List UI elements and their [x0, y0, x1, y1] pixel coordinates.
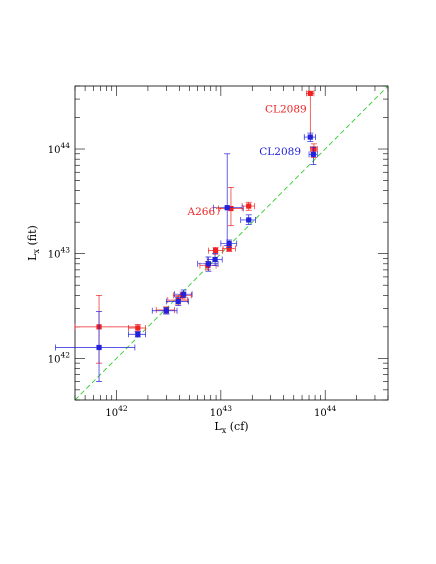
annotation-label: A2667 — [187, 206, 222, 218]
plot-frame — [74, 85, 389, 401]
annotations: CL2089 CL2089 A2667 — [187, 103, 307, 218]
y-tick-label: 1042 — [48, 350, 71, 365]
plot-border — [74, 85, 389, 401]
data-point — [310, 151, 316, 157]
x-axis-label: Lx (cf) — [214, 420, 248, 435]
data-point — [246, 217, 252, 223]
data-point — [163, 308, 169, 314]
data-point — [212, 256, 218, 263]
data-point — [228, 205, 234, 212]
y-tick-label: 1043 — [48, 246, 71, 261]
series-1 — [74, 90, 318, 364]
axis-labels: Lx (cf) Lx (fit) — [26, 225, 249, 435]
data-point — [307, 90, 313, 96]
data-point — [205, 261, 212, 267]
data-point — [224, 205, 230, 211]
data-point — [212, 248, 219, 254]
x-tick-label: 1043 — [210, 404, 233, 419]
data-point — [175, 298, 181, 305]
data-point — [226, 240, 232, 247]
annotation-label: CL2089 — [265, 103, 307, 115]
y-axis-label: Lx (fit) — [26, 225, 41, 261]
data-point — [181, 291, 187, 297]
annotation-label: CL2089 — [259, 146, 301, 158]
data-point — [307, 134, 313, 140]
y-tick-label: 1044 — [48, 141, 71, 156]
tick-marks — [74, 85, 389, 401]
data-point — [226, 245, 232, 252]
x-tick-label: 1042 — [105, 404, 128, 419]
data-point — [96, 344, 102, 351]
data-point — [135, 325, 141, 331]
series-2 — [55, 132, 318, 382]
data-point — [311, 146, 317, 152]
series-layer — [55, 90, 318, 382]
tick-labels: 1042 1043 1044 1042 1043 1044 — [48, 141, 337, 419]
data-point — [135, 331, 141, 337]
data-point — [246, 203, 252, 209]
x-tick-label: 1044 — [314, 404, 337, 419]
